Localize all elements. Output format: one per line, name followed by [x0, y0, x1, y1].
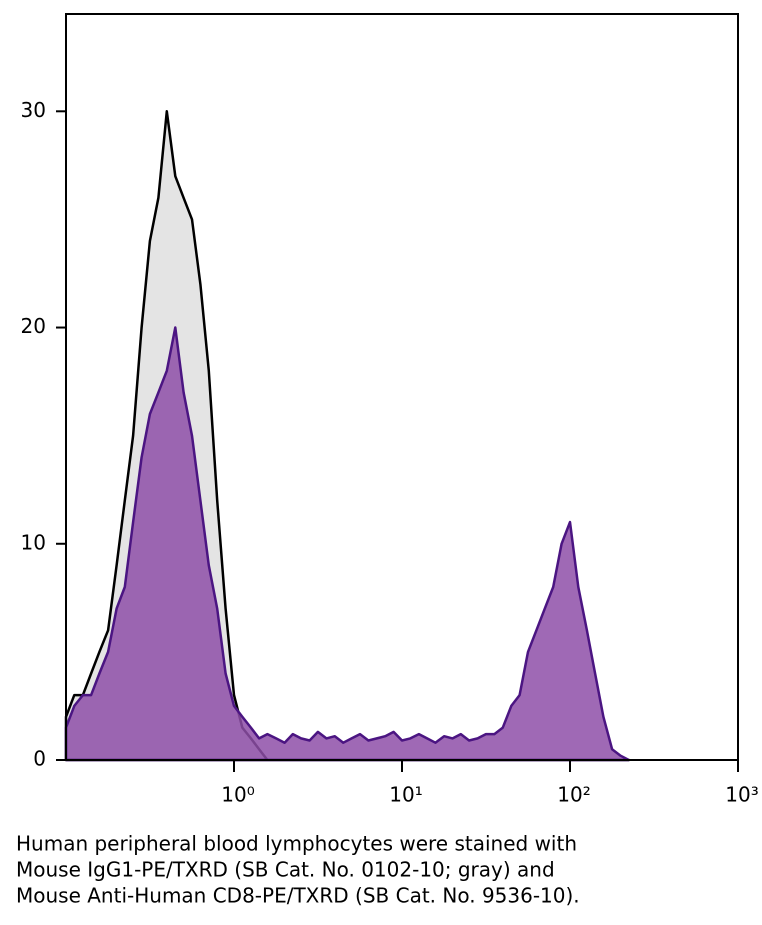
histogram-area: [64, 326, 631, 762]
x-tick-label: 10¹: [389, 783, 422, 807]
y-tick-label: 10: [21, 530, 46, 554]
caption-line: Mouse IgG1-PE/TXRD (SB Cat. No. 0102-10;…: [16, 858, 555, 882]
caption-line: Mouse Anti-Human CD8-PE/TXRD (SB Cat. No…: [16, 884, 580, 908]
x-tick-label: 10²: [557, 783, 590, 807]
x-tick-label: 10³: [725, 783, 758, 807]
y-tick-label: 30: [21, 98, 46, 122]
caption-line: Human peripheral blood lymphocytes were …: [16, 832, 577, 856]
y-tick-label: 20: [21, 314, 46, 338]
y-tick-label: 0: [33, 747, 46, 771]
x-tick-label: 10⁰: [221, 783, 254, 807]
